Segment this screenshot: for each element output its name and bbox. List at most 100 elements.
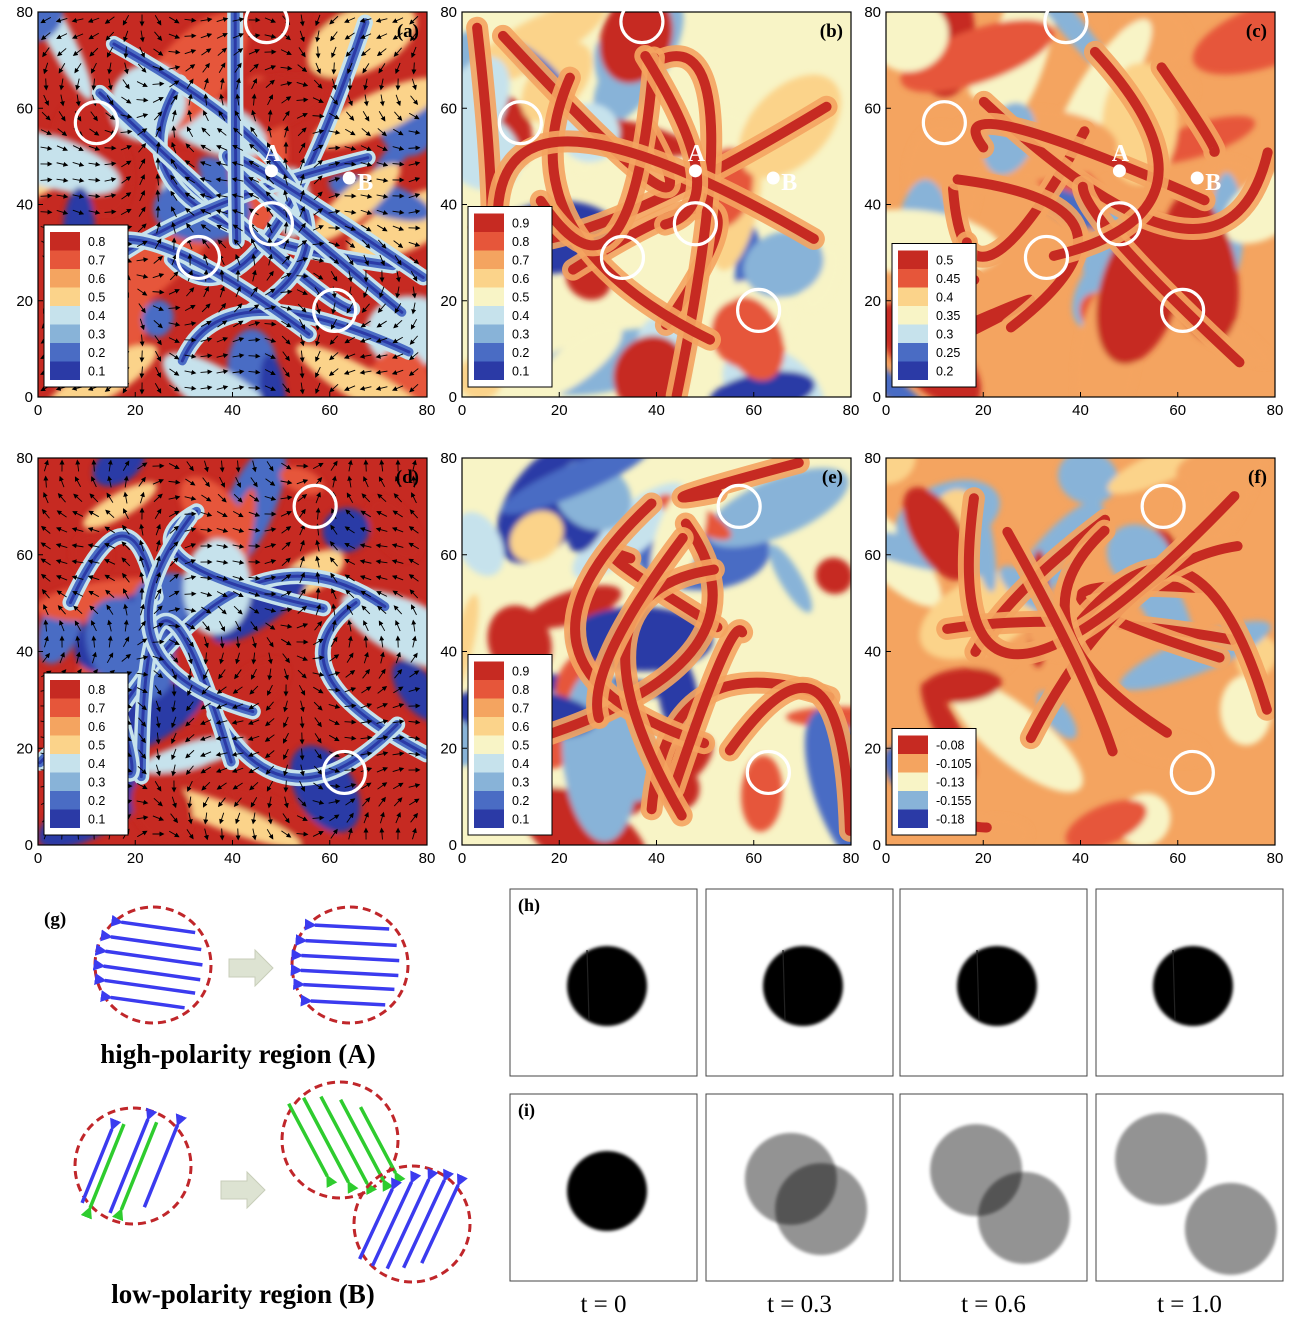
panel-label: (h) [518,895,540,916]
defect-circle [716,483,762,529]
legend-label: 0.1 [88,364,105,378]
point-label-a: A [264,141,282,167]
defect-circle [672,201,719,247]
legend-label: 0.6 [512,720,529,734]
y-tick-label: 60 [440,547,457,564]
legend-label: -0.18 [936,812,965,826]
point-label-a: A [688,141,706,167]
legend-label: 0.5 [88,738,105,752]
colorbar-legend: 0.8 0.7 0.6 0.5 0.4 0.3 0.2 0.1 [43,224,129,388]
x-tick-label: 20 [975,850,992,867]
high-polarity-caption: high-polarity region (A) [100,1039,376,1069]
legend-label: 0.8 [512,235,529,249]
y-tick-label: 40 [440,197,457,214]
snapshot-h-3 [1095,888,1284,1077]
x-tick-label: 0 [34,850,42,867]
y-tick-label: 0 [25,837,33,854]
point-a [264,164,278,178]
panel-label: (b) [820,21,843,42]
time-label: t = 0 [580,1291,626,1318]
y-tick-label: 40 [864,197,881,214]
legend-label: 0.7 [88,253,105,267]
legend-label: 0.3 [88,327,105,341]
y-tick-label: 20 [16,293,33,310]
defect-circle [1023,234,1070,281]
x-tick-label: 0 [458,402,466,419]
x-tick-label: 80 [1267,850,1284,867]
x-tick-label: 60 [1169,850,1186,867]
legend-label: 0.9 [512,664,529,678]
legend-label: 0.2 [512,794,529,808]
point-label-b: B [357,170,373,196]
legend-label: 0.3 [512,327,529,341]
y-tick-label: 0 [873,389,881,406]
legend-label: 0.4 [512,757,529,771]
y-tick-label: 60 [864,547,881,564]
defect-circle [73,100,119,146]
colorbar-legend: 0.9 0.8 0.7 0.6 0.5 0.4 0.3 0.2 0.1 [467,206,553,388]
y-tick-label: 0 [449,837,457,854]
panel-b: 002020404060608080AB(b)0.90.80.70.60.50.… [440,0,859,419]
x-tick-label: 40 [224,402,241,419]
legend-label: 0.7 [512,253,529,267]
legend-label: 0.3 [512,775,529,789]
defect-circle [1169,749,1215,796]
point-a [688,164,702,178]
y-tick-label: 40 [440,644,457,661]
x-tick-label: 0 [34,402,42,419]
y-tick-label: 0 [25,389,33,406]
panel-label: (i) [518,1100,535,1121]
legend-label: 0.1 [512,364,529,378]
panel-a: 002020404060608080AB(a)0.80.70.60.50.40.… [16,0,435,419]
defect-circle [1160,287,1206,333]
defect-circle [321,749,367,796]
legend-label: 0.6 [88,720,105,734]
y-tick-label: 20 [864,293,881,310]
polarity-circle [92,905,213,1025]
panel-d: 002020404060608080(d)0.80.70.60.50.40.30… [16,450,435,867]
panel-label: (f) [1248,467,1267,488]
point-label-b: B [781,170,797,196]
legend-label: 0.2 [512,346,529,360]
legend-label: -0.105 [936,757,971,771]
x-tick-label: 80 [1267,402,1284,419]
x-tick-label: 20 [975,402,992,419]
panel-label: (c) [1246,21,1267,42]
y-tick-label: 60 [16,547,33,564]
legend-label: 0.5 [936,253,953,267]
point-label-a: A [1112,141,1130,167]
point-b [342,171,356,185]
y-tick-label: 60 [864,100,881,117]
legend-label: 0.35 [936,309,960,323]
colorbar-legend: -0.08 -0.105 -0.13 -0.155 -0.18 [891,728,977,836]
legend-label: 0.5 [512,738,529,752]
transition-arrow [228,948,274,988]
legend-label: 0.4 [88,757,105,771]
legend-label: 0.8 [512,683,529,697]
time-label: t = 0.3 [767,1291,832,1318]
legend-label: 0.4 [88,309,105,323]
legend-label: 0.2 [88,794,105,808]
x-tick-label: 0 [458,850,466,867]
y-tick-label: 80 [16,450,33,467]
legend-label: -0.155 [936,794,971,808]
x-tick-label: 20 [127,402,144,419]
x-tick-label: 80 [843,850,860,867]
y-tick-label: 60 [16,100,33,117]
panel-c: 00 20 20 40 40 60 60 80 80 A B (c) 0.5 0.45 0.4 0.35 0.3… [864,0,1284,419]
snapshot-i-3 [1095,1093,1284,1282]
defect-circle [248,201,294,247]
legend-label: 0.8 [88,235,105,249]
colorbar-legend: 0.9 0.8 0.7 0.6 0.5 0.4 0.3 0.2 0.1 [467,654,553,836]
legend-label: 0.4 [936,290,953,304]
legend-label: 0.7 [512,701,529,715]
defect-circle [599,234,646,281]
panel-label: (e) [822,467,843,488]
point-a [1112,164,1126,178]
point-label-b: B [1205,170,1221,196]
legend-label: 0.1 [512,812,529,826]
x-tick-label: 20 [551,850,568,867]
legend-label: 0.2 [936,364,953,378]
legend-label: 0.3 [88,775,105,789]
x-tick-label: 40 [224,850,241,867]
